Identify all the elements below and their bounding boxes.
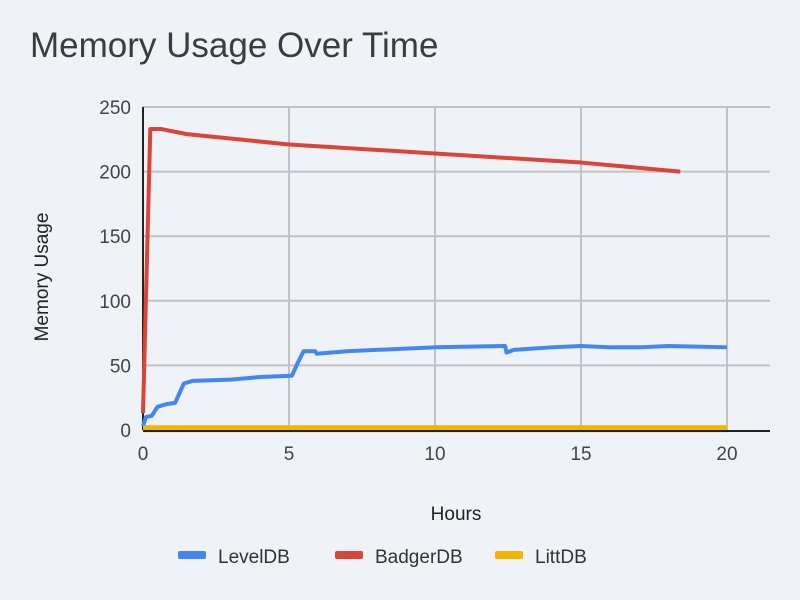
y-axis-label: Memory Usage <box>32 213 53 342</box>
x-tick-label: 15 <box>570 444 591 465</box>
chart-title: Memory Usage Over Time <box>30 26 439 65</box>
x-axis-label: Hours <box>431 504 482 525</box>
legend-swatch <box>178 551 206 559</box>
series-line-leveldb <box>141 344 728 427</box>
x-tick-label: 20 <box>716 444 737 465</box>
legend-label: LittDB <box>535 547 587 568</box>
y-tick-label: 0 <box>120 421 131 442</box>
x-tick-label: 10 <box>424 444 445 465</box>
y-tick-label: 100 <box>99 292 131 313</box>
x-tick-label: 5 <box>284 444 295 465</box>
legend-label: BadgerDB <box>375 547 463 568</box>
y-tick-label: 200 <box>99 163 131 184</box>
y-tick-label: 50 <box>110 356 131 377</box>
series-line-badgerdb <box>141 126 681 414</box>
x-tick-label: 0 <box>138 444 149 465</box>
y-tick-label: 250 <box>99 98 131 119</box>
legend-swatch <box>495 551 523 559</box>
legend-swatch <box>335 551 363 559</box>
legend-label: LevelDB <box>218 547 290 568</box>
y-tick-label: 150 <box>99 227 131 248</box>
